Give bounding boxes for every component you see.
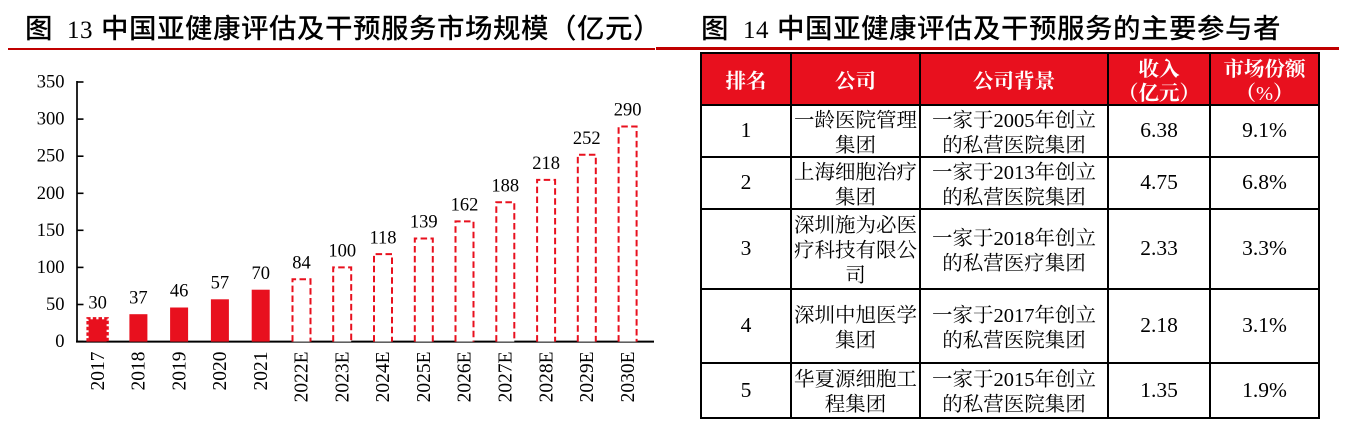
svg-text:150: 150 (37, 221, 65, 241)
svg-text:2020: 2020 (210, 352, 231, 391)
svg-text:46: 46 (170, 282, 189, 302)
svg-text:2025E: 2025E (414, 352, 435, 403)
svg-text:2029E: 2029E (577, 352, 598, 403)
svg-text:118: 118 (369, 228, 396, 248)
svg-text:57: 57 (211, 274, 230, 294)
svg-text:2017: 2017 (88, 351, 109, 390)
svg-text:2024E: 2024E (373, 352, 394, 403)
svg-text:350: 350 (37, 73, 65, 93)
svg-text:2030E: 2030E (618, 352, 639, 403)
svg-text:2018: 2018 (129, 352, 150, 391)
svg-text:139: 139 (410, 213, 438, 233)
svg-text:2022E: 2022E (292, 352, 313, 403)
svg-text:200: 200 (37, 184, 65, 204)
svg-text:162: 162 (451, 196, 479, 216)
svg-text:2019: 2019 (169, 352, 190, 391)
svg-text:84: 84 (292, 254, 311, 274)
svg-text:218: 218 (532, 154, 560, 174)
svg-text:252: 252 (573, 129, 601, 149)
svg-text:2027E: 2027E (496, 352, 517, 403)
svg-text:100: 100 (328, 242, 356, 262)
svg-text:188: 188 (491, 176, 519, 196)
svg-text:0: 0 (55, 332, 64, 352)
svg-text:2021: 2021 (251, 352, 272, 391)
svg-text:2028E: 2028E (536, 352, 557, 403)
svg-text:300: 300 (37, 110, 65, 130)
svg-text:100: 100 (37, 258, 65, 278)
svg-text:70: 70 (251, 264, 270, 284)
svg-text:2023E: 2023E (332, 352, 353, 403)
svg-text:50: 50 (46, 295, 65, 315)
svg-text:30: 30 (88, 294, 107, 314)
svg-text:290: 290 (614, 101, 642, 121)
svg-text:2026E: 2026E (455, 352, 476, 403)
svg-text:37: 37 (129, 288, 148, 308)
svg-text:250: 250 (37, 147, 65, 167)
